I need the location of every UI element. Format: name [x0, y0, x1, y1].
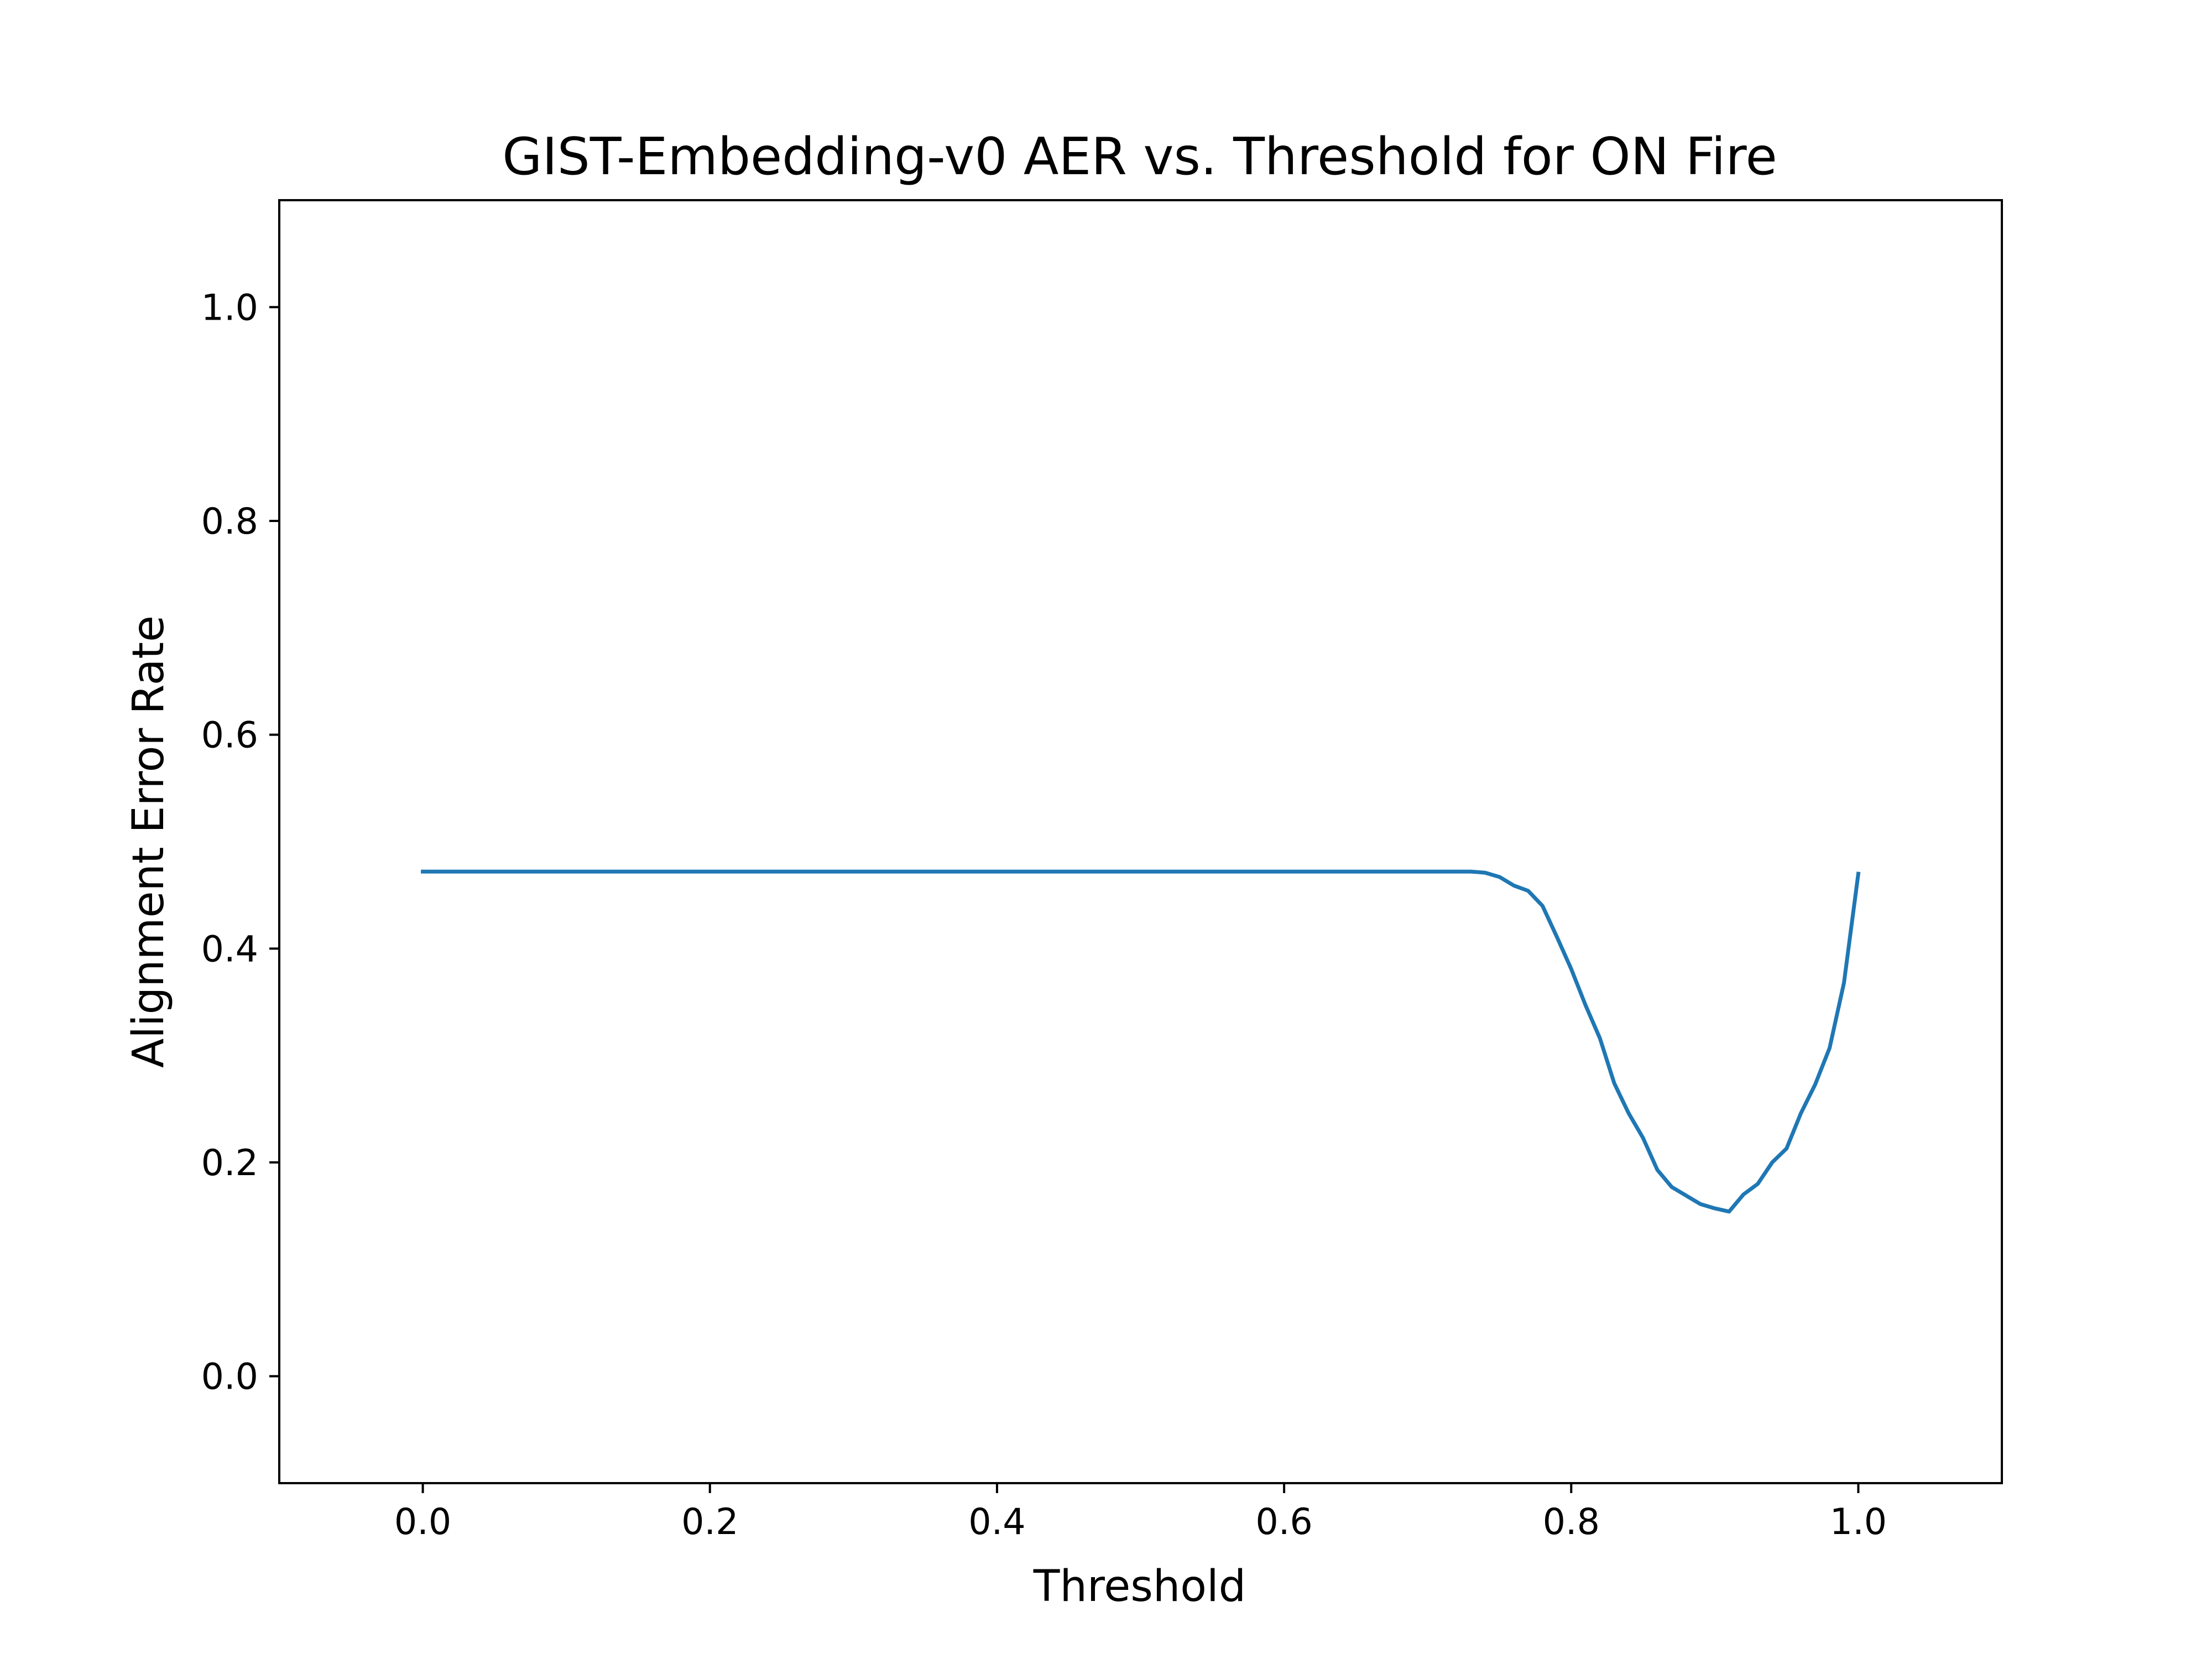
x-tick-label: 0.4	[968, 1501, 1025, 1543]
plot-area	[421, 869, 1861, 1214]
y-tick-label: 0.4	[201, 928, 258, 970]
chart-title: GIST-Embedding-v0 AER vs. Threshold for …	[502, 127, 1777, 186]
x-axis-label: Threshold	[1033, 1562, 1246, 1611]
series-line	[421, 869, 1861, 1214]
y-axis-label: Alignment Error Rate	[124, 615, 174, 1068]
x-tick-label: 0.8	[1543, 1501, 1600, 1543]
x-axis: 0.0 0.2 0.4 0.6 0.8 1.0	[394, 1483, 1887, 1543]
y-axis: 0.0 0.2 0.4 0.6 0.8 1.0	[201, 287, 279, 1398]
y-tick-label: 1.0	[201, 287, 258, 328]
x-tick-label: 0.2	[681, 1501, 738, 1543]
x-tick-label: 1.0	[1830, 1501, 1887, 1543]
axes-frame	[278, 199, 2003, 1484]
y-tick-label: 0.0	[201, 1357, 258, 1398]
y-tick-label: 0.2	[201, 1142, 258, 1184]
x-tick-label: 0.6	[1255, 1501, 1312, 1543]
x-tick-label: 0.0	[394, 1501, 451, 1543]
y-tick-label: 0.6	[201, 715, 258, 757]
y-tick-label: 0.8	[201, 501, 258, 542]
